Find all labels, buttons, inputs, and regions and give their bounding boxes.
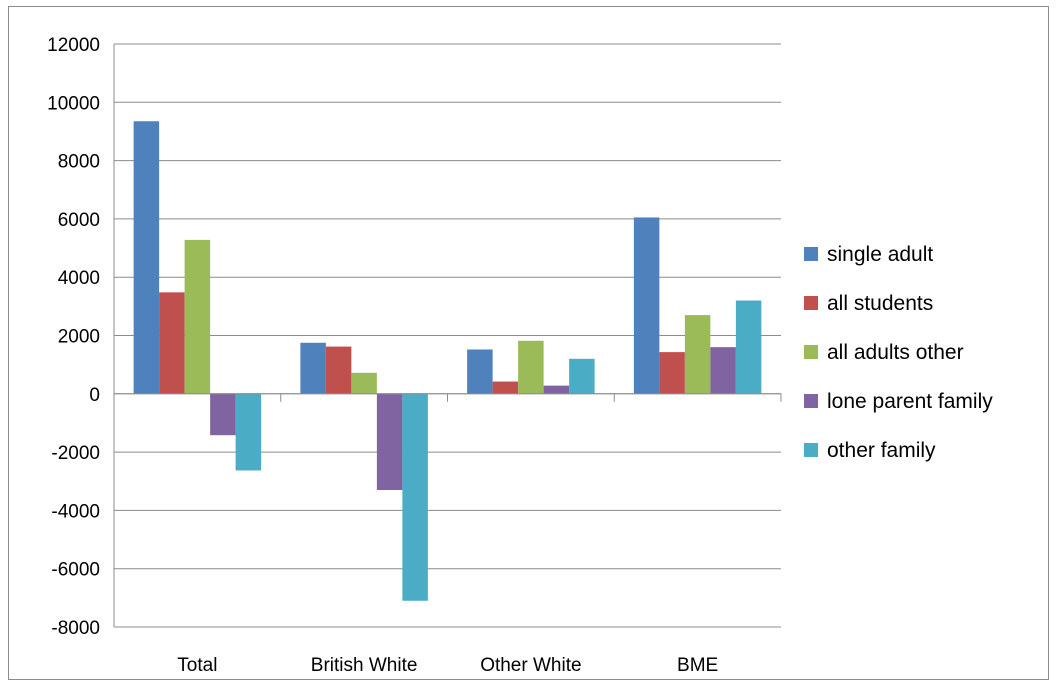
- legend-swatch: [804, 394, 818, 408]
- bar-other-family-british-white: [402, 393, 428, 601]
- y-tick-label: 2000: [58, 327, 100, 348]
- bar-lone-parent-family-british-white: [376, 393, 403, 490]
- chart-frame: 12000 10000 8000 6000 4000 2000 0 -2000 -4000 -60…: [8, 6, 1049, 680]
- bar-single-adult-other-white: [467, 349, 493, 394]
- bar-all-students-british-white: [325, 346, 352, 394]
- bar-lone-parent-family-total: [210, 393, 236, 436]
- legend-item: other family: [804, 439, 936, 462]
- legend: single adult all students all adults other…: [804, 243, 993, 462]
- bar-single-adult-total: [133, 121, 160, 394]
- axes: [113, 44, 782, 627]
- legend-swatch: [804, 443, 818, 457]
- bar-other-family-bme: [735, 300, 762, 394]
- y-tick-label: 12000: [47, 35, 100, 56]
- bar-single-adult-british-white: [300, 342, 326, 394]
- legend-item: all adults other: [804, 341, 964, 364]
- bar-all-students-bme: [659, 352, 685, 394]
- bar-all-adults-other-bme: [684, 315, 711, 394]
- y-tick-label: 8000: [58, 152, 100, 173]
- legend-swatch: [804, 296, 818, 310]
- bar-all-adults-other-total: [184, 239, 211, 394]
- bar-single-adult-bme: [633, 217, 660, 394]
- legend-swatch: [804, 345, 818, 359]
- legend-label: all adults other: [827, 341, 964, 364]
- legend-item: single adult: [804, 243, 933, 266]
- legend-item: all students: [804, 292, 933, 315]
- bars: [133, 121, 762, 601]
- legend-label: all students: [827, 292, 933, 315]
- bar-all-adults-other-other-white: [518, 340, 544, 394]
- bar-all-adults-other-british-white: [351, 372, 377, 394]
- x-tick-label: Other White: [480, 655, 581, 676]
- legend-label: lone parent family: [827, 390, 993, 413]
- y-tick-label: 4000: [58, 268, 100, 289]
- y-tick-label: -2000: [51, 443, 100, 464]
- bar-other-family-total: [235, 393, 262, 471]
- y-tick-label: 0: [89, 385, 100, 406]
- y-tick-label: -8000: [51, 618, 100, 639]
- y-tick-label: -6000: [51, 560, 100, 581]
- bar-all-students-total: [159, 292, 185, 394]
- bar-chart: 12000 10000 8000 6000 4000 2000 0 -2000 -4000 -60…: [47, 35, 993, 676]
- bar-lone-parent-family-bme: [710, 347, 736, 394]
- y-tick-labels: 12000 10000 8000 6000 4000 2000 0 -2000 -4000 -60…: [47, 35, 100, 639]
- gridlines: [114, 43, 781, 628]
- y-tick-label: 10000: [47, 93, 100, 114]
- legend-swatch: [804, 247, 818, 261]
- x-tick-label: BME: [677, 655, 718, 676]
- y-tick-label: 6000: [58, 210, 100, 231]
- x-tick-label: British White: [311, 655, 418, 676]
- bar-all-students-other-white: [492, 381, 519, 394]
- legend-label: single adult: [827, 243, 933, 266]
- legend-item: lone parent family: [804, 390, 993, 413]
- legend-label: other family: [827, 439, 936, 462]
- x-tick-labels: Total British White Other White BME: [177, 655, 718, 676]
- bar-lone-parent-family-other-white: [543, 385, 570, 394]
- x-tick-label: Total: [177, 655, 217, 676]
- bar-other-family-other-white: [569, 358, 595, 394]
- y-tick-label: -4000: [51, 501, 100, 522]
